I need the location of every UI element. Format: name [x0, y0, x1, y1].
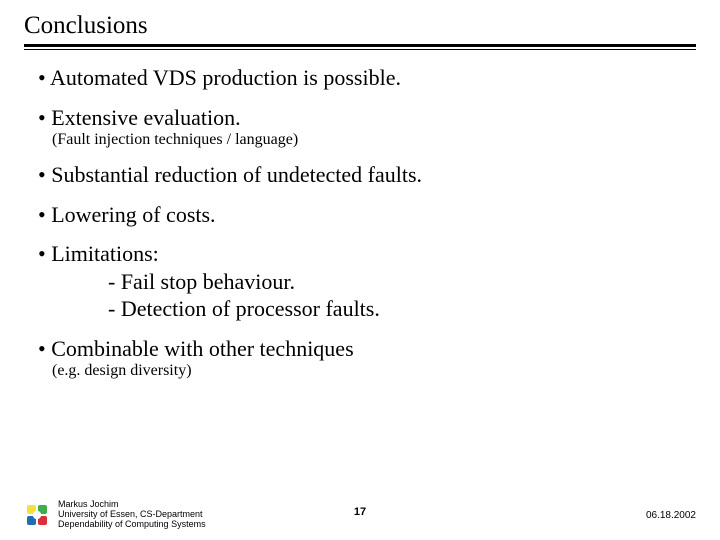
bullet-5-sub2: - Detection of processor faults.	[108, 295, 696, 323]
footer: Markus Jochim University of Essen, CS-De…	[0, 500, 720, 530]
title-rule-thick	[24, 44, 696, 47]
bullet-3: • Substantial reduction of undetected fa…	[38, 161, 696, 189]
bullet-5: • Limitations:	[38, 240, 696, 268]
bullet-6-note: (e.g. design diversity)	[52, 362, 696, 380]
bullet-1: • Automated VDS production is possible.	[38, 64, 696, 92]
footer-left: Markus Jochim University of Essen, CS-De…	[24, 500, 206, 530]
bullet-2: • Extensive evaluation.	[38, 104, 696, 132]
title-rule-thin	[24, 49, 696, 50]
bullet-2-note: (Fault injection techniques / language)	[52, 131, 696, 149]
content-area: • Automated VDS production is possible. …	[24, 64, 696, 380]
page-number: 17	[354, 506, 366, 518]
footer-date: 06.18.2002	[646, 510, 696, 521]
bullet-4: • Lowering of costs.	[38, 201, 696, 229]
bullet-5-sub1: - Fail stop behaviour.	[108, 268, 696, 296]
slide-title: Conclusions	[24, 12, 696, 42]
affiliation-line2: Dependability of Computing Systems	[58, 520, 206, 530]
bullet-6: • Combinable with other techniques	[38, 335, 696, 363]
affiliation-block: Markus Jochim University of Essen, CS-De…	[58, 500, 206, 530]
logo-icon	[24, 502, 50, 528]
